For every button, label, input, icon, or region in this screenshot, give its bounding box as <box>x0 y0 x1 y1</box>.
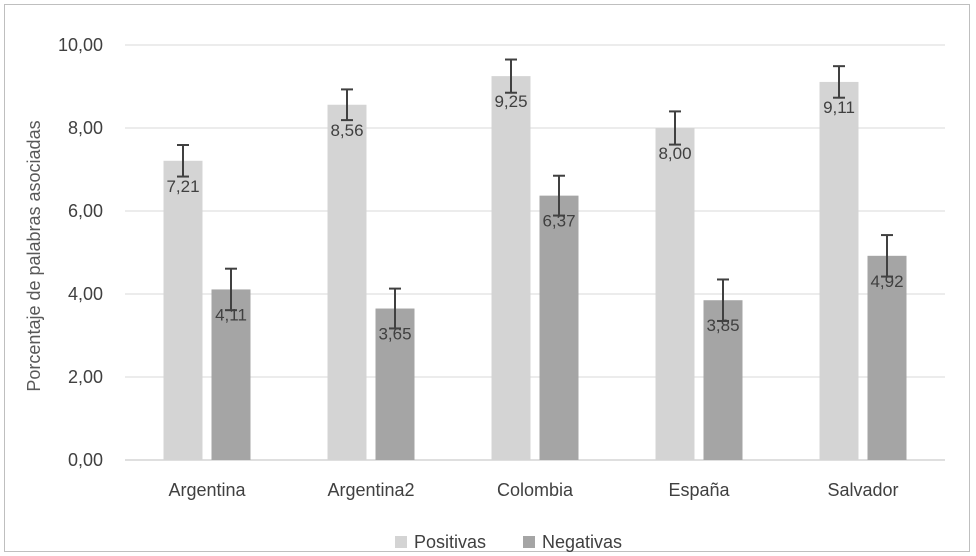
y-tick-label: 4,00 <box>68 284 103 304</box>
bar <box>375 308 415 460</box>
y-tick-label: 0,00 <box>68 450 103 470</box>
data-label: 4,11 <box>215 305 247 324</box>
data-label: 8,56 <box>330 121 363 140</box>
data-label: 9,25 <box>494 92 527 111</box>
legend-swatch <box>523 536 535 548</box>
legend-label: Negativas <box>542 532 622 552</box>
bar <box>867 255 907 460</box>
bar <box>491 76 531 460</box>
x-category-label: España <box>668 480 730 500</box>
data-label: 7,21 <box>166 177 199 196</box>
error-bars <box>177 58 893 330</box>
data-label: 3,85 <box>706 316 739 335</box>
bar <box>211 289 251 460</box>
y-axis-label: Porcentaje de palabras asociadas <box>24 120 44 391</box>
data-label: 9,11 <box>823 98 855 117</box>
bar <box>819 81 859 460</box>
y-axis-ticks: 0,00 2,00 4,00 6,00 8,00 10,00 <box>58 35 103 470</box>
x-category-label: Argentina <box>168 480 246 500</box>
x-category-label: Colombia <box>497 480 574 500</box>
data-label: 6,37 <box>542 212 575 231</box>
y-tick-label: 2,00 <box>68 367 103 387</box>
data-label: 4,92 <box>870 272 903 291</box>
bar <box>703 300 743 460</box>
data-label: 3,65 <box>378 325 411 344</box>
legend: Positivas Negativas <box>395 532 622 552</box>
bar <box>163 160 203 460</box>
bars <box>163 76 907 460</box>
legend-label: Positivas <box>414 532 486 552</box>
data-label: 8,00 <box>658 144 691 163</box>
bar <box>327 104 367 460</box>
y-tick-label: 6,00 <box>68 201 103 221</box>
x-category-label: Salvador <box>827 480 898 500</box>
x-axis-categories: Argentina Argentina2 Colombia España Salvado… <box>168 480 898 500</box>
gridlines <box>125 44 945 461</box>
y-tick-label: 8,00 <box>68 118 103 138</box>
x-category-label: Argentina2 <box>327 480 414 500</box>
legend-swatch <box>395 536 407 548</box>
data-labels: 7,21 4,11 8,56 3,65 9,25 6,37 8,00 3,85 9,11 4,92 <box>166 92 903 343</box>
bar <box>655 128 695 460</box>
bar <box>539 195 579 460</box>
y-tick-label: 10,00 <box>58 35 103 55</box>
